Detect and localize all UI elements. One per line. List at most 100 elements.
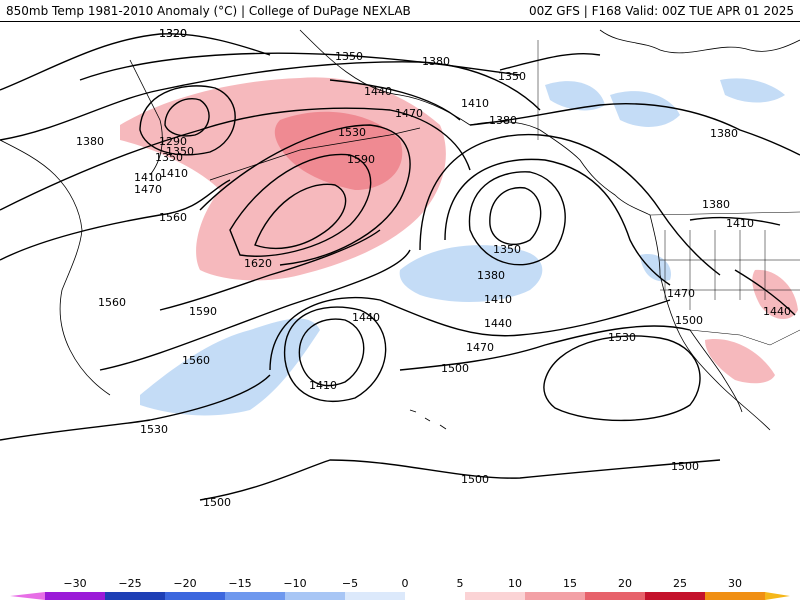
contour-label: 1440 [352,311,380,324]
contour-label: 1350 [155,151,183,164]
map-header: 850mb Temp 1981-2010 Anomaly (°C) | Coll… [0,0,800,22]
alaska-coast [299,29,651,216]
us-canada-border [649,211,800,216]
colorbar-swatch [405,592,466,600]
contour-1620 [254,183,347,250]
colorbar-max-arrow [765,592,790,600]
contour-1530 [199,124,411,266]
contour-label: 1440 [484,317,512,330]
contour-label: 1380 [422,55,450,68]
contour-label: 1500 [203,496,231,509]
contour-1440-east [734,269,796,316]
contour-label: 1560 [98,296,126,309]
cool-anomaly-region [399,245,543,302]
contour-1380-low [468,171,566,266]
hawaii-islands [409,409,447,430]
warm-anomaly-core [274,111,403,190]
colorbar-tick-label: −30 [63,577,86,590]
contour-label: 1410 [160,167,188,180]
contour-1500 [399,325,691,371]
contour-label: 1530 [608,331,636,344]
contour-1500-south [199,459,721,501]
colorbar-tick-label: −10 [283,577,306,590]
political-borders [537,40,800,346]
contour-1350 [79,52,521,81]
map-title: 850mb Temp 1981-2010 Anomaly (°C) | Coll… [6,4,411,18]
colorbar-swatch [705,592,766,600]
colorbar-swatch [585,592,646,600]
colorbar-tick-label: 5 [457,577,464,590]
colorbar-swatch [225,592,286,600]
colorbar-swatch [345,592,406,600]
contour-label: 1380 [477,269,505,282]
contour-label: 1380 [489,114,517,127]
contour-label: 1470 [134,183,162,196]
aleutian-islands [209,127,421,181]
colorbar-tick-label: 10 [508,577,522,590]
contour-label: 1380 [76,135,104,148]
cool-anomaly-region [545,81,605,111]
colorbar-tick-label: 20 [618,577,632,590]
contour-label: 1470 [667,287,695,300]
contour-1590 [229,153,372,257]
contour-1380 [0,61,541,141]
contour-1350-low [489,186,542,245]
contour-label: 1410 [461,97,489,110]
contour-label: 1500 [461,473,489,486]
contour-label: 1590 [347,153,375,166]
contour-label: 1620 [244,257,272,270]
north-america-west-coast [649,214,771,431]
cool-anomaly-region [720,78,785,103]
contour-1560b [99,249,411,371]
contour-label: 1410 [134,171,162,184]
state-borders [660,230,800,310]
contour-1320 [0,33,271,91]
contour-label: 1590 [189,305,217,318]
cool-anomaly-region [140,318,320,416]
contour-1560 [0,179,231,261]
contour-label: 1500 [671,460,699,473]
colorbar-swatch [105,592,166,600]
colorbar-tick-label: −15 [228,577,251,590]
contour-label: 1440 [364,85,392,98]
colorbar-swatches [10,592,790,600]
cool-anomaly-region [610,91,680,127]
colorbar-tick-label: 15 [563,577,577,590]
northern-canada-coast [599,29,800,54]
contour-label: 1440 [763,305,791,318]
contour-1470 [0,107,471,211]
colorbar-swatch [465,592,526,600]
colorbar-swatch [645,592,706,600]
contour-label: 1350 [493,243,521,256]
colorbar-swatch [285,592,346,600]
contour-low-aleutian-outer [139,85,236,156]
warm-anomaly-region [705,339,775,384]
contour-1470b [269,296,671,371]
contour-label: 1320 [159,27,187,40]
contour-1410-east [689,216,781,226]
colorbar-tick-label: 25 [673,577,687,590]
contour-label: 1470 [395,107,423,120]
colorbar-swatch [525,592,586,600]
contour-label: 1410 [484,293,512,306]
contour-label: 1380 [702,198,730,211]
contour-label: 1320 [159,27,187,40]
contour-label: 1290 [159,135,187,148]
contour-label: 1500 [441,362,469,375]
contour-label: 1350 [166,145,194,158]
contour-1590b [159,229,381,311]
contour-low-aleutian [164,98,210,137]
anomaly-colorbar: −30 −25 −20 −15 −10 −5 0 5 10 15 20 25 30 [0,575,800,600]
run-valid-time: 00Z GFS | F168 Valid: 00Z TUE APR 01 202… [528,4,794,18]
cool-anomaly-region [640,254,671,282]
contour-1440-low [283,306,387,402]
colorbar-swatch [165,592,226,600]
colorbar-swatch [45,592,106,600]
contour-label: 1530 [338,126,366,139]
colorbar-tick-label: 30 [728,577,742,590]
height-contours [0,33,800,501]
contour-label: 1500 [675,314,703,327]
contour-1440-wave [419,133,721,276]
colorbar-tick-labels: −30 −25 −20 −15 −10 −5 0 5 10 15 20 25 30 [63,577,742,590]
